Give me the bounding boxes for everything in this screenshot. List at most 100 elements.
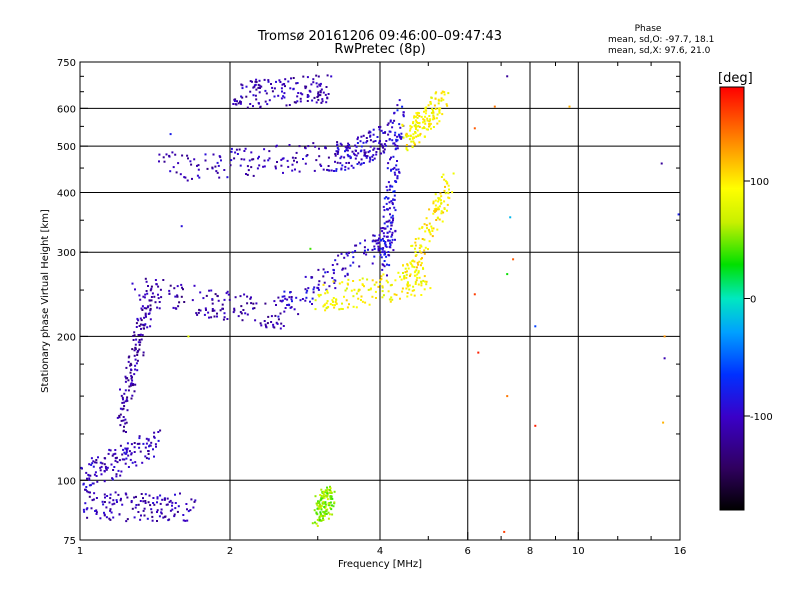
trace-point <box>435 91 438 94</box>
trace-point <box>131 384 134 387</box>
trace-point <box>311 303 313 305</box>
trace-point <box>147 438 150 441</box>
trace-point <box>422 279 425 282</box>
trace-point <box>324 503 327 506</box>
trace-point <box>382 215 385 218</box>
trace-point <box>96 480 99 483</box>
trace-point <box>341 308 344 310</box>
trace-point <box>304 87 307 90</box>
trace-point <box>404 267 407 270</box>
trace-point <box>270 83 272 85</box>
trace-point <box>104 465 107 468</box>
trace-point <box>285 104 288 107</box>
trace-point <box>320 508 323 511</box>
trace-point <box>118 414 121 417</box>
trace-point <box>332 280 335 283</box>
trace-point <box>441 113 444 116</box>
trace-point <box>215 170 218 173</box>
trace-point <box>390 283 393 286</box>
trace-point <box>372 148 375 151</box>
trace-point <box>223 169 226 171</box>
trace-point <box>279 81 282 83</box>
trace-point <box>233 157 236 160</box>
trace-point <box>306 100 309 102</box>
trace-point <box>432 114 435 117</box>
trace-point <box>327 504 330 507</box>
trace-point <box>318 295 321 298</box>
trace-point <box>144 500 147 502</box>
trace-point <box>429 118 432 121</box>
trace-point <box>148 312 151 315</box>
trace-point <box>345 147 348 150</box>
trace-point <box>331 304 334 306</box>
trace-point <box>233 100 236 102</box>
trace-point <box>381 251 384 254</box>
trace-point <box>120 470 123 473</box>
trace-point <box>432 200 435 203</box>
trace-point <box>322 519 325 521</box>
trace-point <box>382 132 385 134</box>
trace-point <box>109 509 112 512</box>
trace-point <box>152 497 155 499</box>
trace-point <box>162 156 165 159</box>
trace-point <box>263 165 266 168</box>
trace-point <box>210 289 213 292</box>
trace-point <box>168 154 171 157</box>
trace-point <box>240 312 243 315</box>
trace-point <box>333 279 336 282</box>
trace-point <box>447 196 450 199</box>
trace-point <box>345 148 348 151</box>
trace-point <box>296 161 298 164</box>
trace-point <box>314 299 317 302</box>
trace-point <box>144 493 147 496</box>
trace-point <box>329 506 332 509</box>
trace-point <box>244 147 247 150</box>
trace-point <box>282 83 285 85</box>
trace-point <box>387 181 390 184</box>
trace-point <box>442 98 445 101</box>
trace-point <box>109 449 112 452</box>
scatter-point <box>187 335 190 338</box>
trace-point <box>252 174 255 177</box>
trace-point <box>272 323 275 326</box>
trace-point <box>340 155 343 158</box>
scatter-point <box>534 424 537 427</box>
trace-point <box>332 505 335 508</box>
trace-point <box>130 377 133 380</box>
trace-point <box>169 170 172 173</box>
trace-point <box>118 513 121 516</box>
trace-point <box>434 204 437 207</box>
trace-point <box>219 156 222 159</box>
trace-point <box>151 292 154 295</box>
trace-point <box>362 134 365 137</box>
trace-point <box>92 498 95 501</box>
trace-point <box>227 293 230 296</box>
trace-point <box>109 497 112 500</box>
trace-point <box>432 115 435 118</box>
trace-point <box>111 454 114 457</box>
trace-point <box>381 145 384 148</box>
trace-point <box>304 275 307 278</box>
trace-point <box>354 157 357 160</box>
trace-point <box>327 93 330 95</box>
trace-point <box>346 254 349 257</box>
trace-point <box>299 299 302 302</box>
trace-point <box>256 167 259 170</box>
trace-point <box>292 88 295 91</box>
y-axis-label: Stationary phase Virtual Height [km] <box>40 209 51 393</box>
trace-point <box>319 503 321 506</box>
trace-point <box>369 156 371 159</box>
trace-point <box>443 189 446 192</box>
trace-point <box>139 450 142 453</box>
trace-point <box>417 270 420 273</box>
trace-point <box>393 293 396 296</box>
trace-point <box>364 301 367 304</box>
trace-point <box>228 298 231 301</box>
trace-point <box>186 179 189 182</box>
trace-point <box>144 293 147 296</box>
trace-point <box>416 114 419 116</box>
trace-point <box>145 437 148 440</box>
trace-point <box>413 137 415 139</box>
trace-point <box>276 161 278 163</box>
trace-point <box>390 224 393 227</box>
